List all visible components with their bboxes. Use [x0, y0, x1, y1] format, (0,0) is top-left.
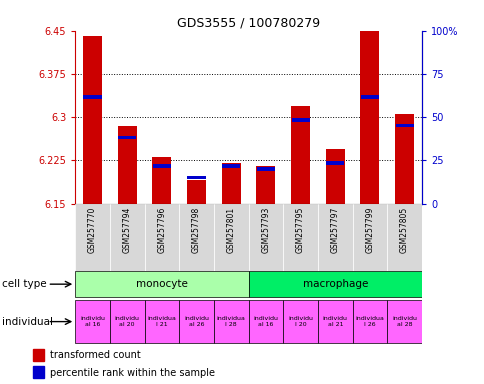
- Bar: [352, 204, 386, 271]
- Text: GSM257793: GSM257793: [261, 207, 270, 253]
- Text: individu
l 20: individu l 20: [287, 316, 313, 327]
- Bar: [109, 204, 144, 271]
- Bar: [352, 300, 386, 343]
- Bar: [386, 300, 421, 343]
- Text: individu
al 21: individu al 21: [322, 316, 347, 327]
- Bar: [360, 31, 378, 204]
- Bar: [326, 162, 344, 165]
- Bar: [283, 300, 318, 343]
- Bar: [318, 204, 352, 271]
- Bar: [152, 164, 170, 168]
- Bar: [248, 204, 283, 271]
- Text: GSM257799: GSM257799: [364, 207, 374, 253]
- Text: GSM257798: GSM257798: [192, 207, 201, 253]
- Bar: [118, 136, 136, 139]
- Bar: [118, 126, 136, 204]
- Bar: [75, 204, 109, 271]
- Bar: [75, 300, 109, 343]
- Text: GSM257801: GSM257801: [226, 207, 235, 253]
- Text: individua
l 26: individua l 26: [355, 316, 384, 327]
- Bar: [213, 300, 248, 343]
- Bar: [395, 124, 413, 127]
- Bar: [283, 204, 318, 271]
- Bar: [144, 204, 179, 271]
- Text: percentile rank within the sample: percentile rank within the sample: [50, 367, 215, 377]
- Text: individu
al 20: individu al 20: [114, 316, 139, 327]
- Bar: [386, 204, 421, 271]
- Bar: [360, 95, 378, 99]
- Text: monocyte: monocyte: [136, 279, 187, 289]
- Bar: [318, 300, 352, 343]
- Text: GSM257796: GSM257796: [157, 207, 166, 253]
- Bar: [179, 204, 213, 271]
- Bar: [248, 300, 283, 343]
- Text: GSM257805: GSM257805: [399, 207, 408, 253]
- Bar: [187, 176, 205, 179]
- Bar: [83, 95, 101, 99]
- Bar: [83, 36, 102, 204]
- Bar: [325, 149, 344, 204]
- Text: individual: individual: [2, 316, 53, 327]
- Bar: [152, 157, 171, 204]
- Text: GSM257770: GSM257770: [88, 207, 97, 253]
- Text: transformed count: transformed count: [50, 350, 141, 360]
- Text: individua
l 28: individua l 28: [216, 316, 245, 327]
- Bar: [248, 271, 421, 297]
- Bar: [33, 366, 44, 379]
- Text: cell type: cell type: [2, 279, 47, 289]
- Text: individu
al 16: individu al 16: [80, 316, 105, 327]
- Bar: [213, 204, 248, 271]
- Bar: [33, 349, 44, 361]
- Bar: [222, 164, 240, 168]
- Bar: [109, 300, 144, 343]
- Bar: [179, 300, 213, 343]
- Bar: [221, 163, 240, 204]
- Bar: [256, 166, 275, 204]
- Bar: [144, 300, 179, 343]
- Bar: [257, 167, 274, 171]
- Text: individua
l 21: individua l 21: [147, 316, 176, 327]
- Bar: [75, 271, 248, 297]
- Text: GSM257797: GSM257797: [330, 207, 339, 253]
- Text: individu
al 28: individu al 28: [391, 316, 416, 327]
- Text: macrophage: macrophage: [302, 279, 367, 289]
- Text: individu
al 26: individu al 26: [183, 316, 209, 327]
- Bar: [290, 106, 309, 204]
- Bar: [291, 118, 309, 122]
- Bar: [394, 114, 413, 204]
- Text: GSM257794: GSM257794: [122, 207, 132, 253]
- Title: GDS3555 / 100780279: GDS3555 / 100780279: [177, 17, 319, 30]
- Bar: [187, 180, 206, 204]
- Text: GSM257795: GSM257795: [295, 207, 304, 253]
- Text: individu
al 16: individu al 16: [253, 316, 278, 327]
